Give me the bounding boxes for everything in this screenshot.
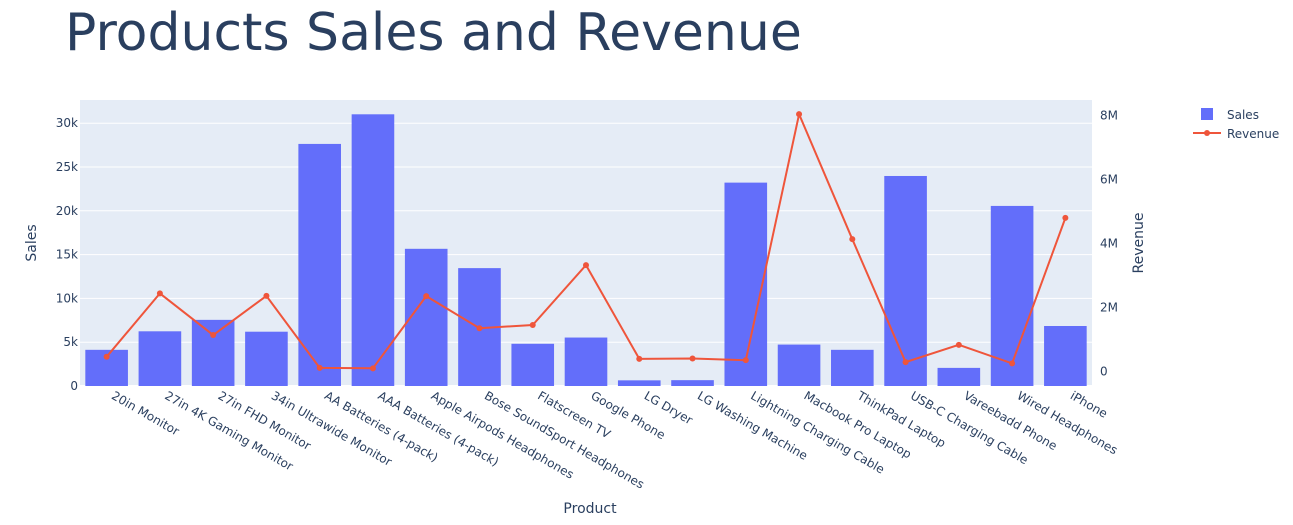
revenue-point [849,236,856,243]
y2-tick-label: 4M [1100,236,1118,250]
y2-axis-ticks: 0 2M 4M 6M 8M [1100,108,1118,378]
bar [777,344,821,386]
sales-bars [85,114,1087,387]
bar [298,143,341,386]
legend-swatch-sales [1201,108,1213,120]
bar [831,349,874,386]
bar [511,343,555,386]
bar [990,205,1034,386]
revenue-point [1009,360,1016,367]
x-axis-label: Product [563,501,617,517]
bar [1044,326,1087,386]
x-tick-label: Wired Headphones [1015,388,1120,457]
legend-swatch-revenue-marker [1204,130,1210,136]
bar [617,380,661,386]
revenue-point [955,341,962,348]
legend-label-revenue: Revenue [1227,127,1279,141]
y2-tick-label: 2M [1100,300,1118,314]
legend-item-revenue[interactable]: Revenue [1193,127,1279,141]
legend[interactable]: Sales Revenue [1193,108,1279,141]
revenue-point [583,262,589,269]
legend-label-sales: Sales [1227,108,1259,122]
legend-item-sales[interactable]: Sales [1201,108,1259,122]
bar [191,319,235,386]
revenue-point [689,355,696,362]
y2-tick-label: 8M [1100,108,1118,122]
bar [937,367,981,386]
revenue-point [316,364,323,371]
revenue-point [103,353,110,360]
revenue-point [476,325,483,332]
revenue-point [210,332,217,339]
revenue-point [796,111,803,118]
bar [351,114,395,387]
y-axis-ticks: 0 5k 10k 15k 20k 25k 30k [56,116,78,393]
bar [245,331,288,386]
revenue-point [369,365,376,372]
bar [564,337,608,386]
revenue-point [423,293,430,300]
revenue-point [1062,214,1069,221]
y-axis-label: Sales [24,224,40,261]
y-tick-label: 10k [56,291,78,305]
revenue-point [902,359,909,366]
revenue-point [529,322,536,329]
y-tick-label: 20k [56,204,78,218]
y2-tick-label: 6M [1100,172,1118,186]
bar [724,182,768,386]
bar [404,248,448,386]
revenue-point [156,290,163,297]
y2-axis-label: Revenue [1131,213,1147,274]
y-tick-label: 15k [56,248,78,262]
chart-title: Products Sales and Revenue [65,3,802,63]
y2-tick-label: 0 [1100,364,1108,378]
bar [671,380,714,386]
bar [884,175,927,386]
y-tick-label: 0 [70,379,78,393]
bar [138,331,182,386]
revenue-point [636,355,643,362]
x-tick-label: iPhone [1068,388,1110,420]
y-tick-label: 25k [56,160,78,174]
revenue-point [263,292,270,299]
y-tick-label: 5k [63,335,78,349]
revenue-line-series [103,110,1069,372]
revenue-point [742,357,749,364]
y-tick-label: 30k [56,116,78,130]
